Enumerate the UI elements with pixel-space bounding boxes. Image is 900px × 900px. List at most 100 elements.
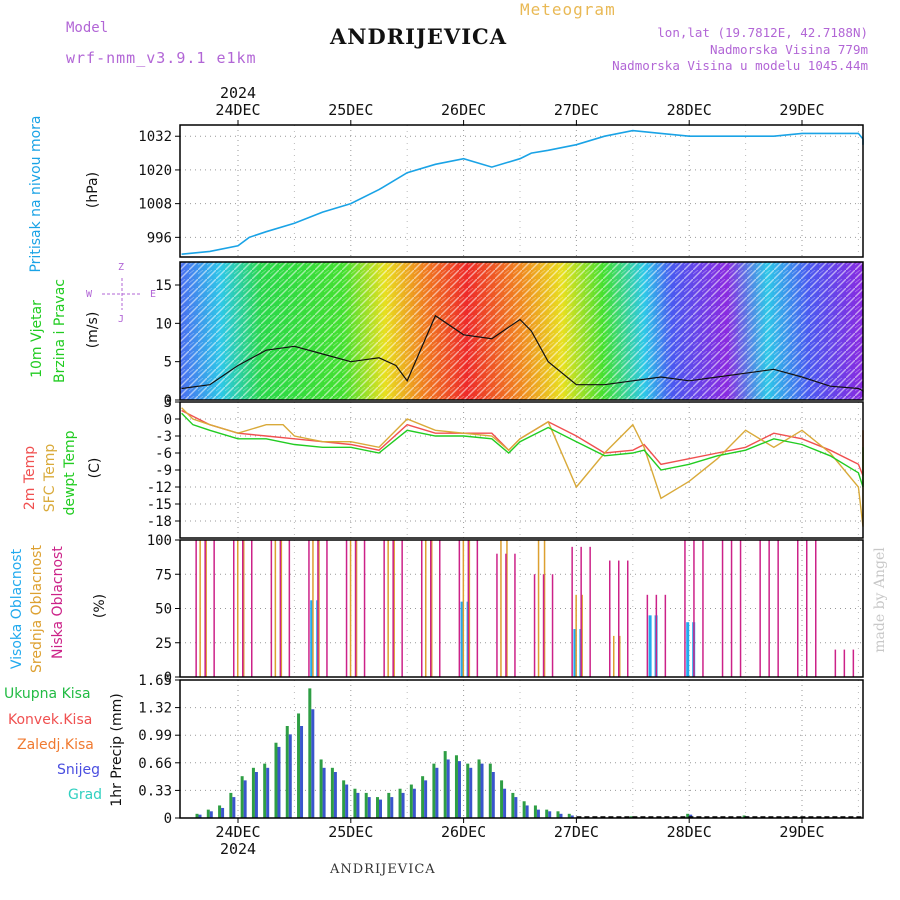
day-label-top: 26DEC: [441, 101, 486, 119]
cloud-mid-bar: [431, 540, 433, 677]
precip-total-bar: [319, 759, 323, 818]
cloud-mid-bar: [318, 540, 320, 677]
precip-total-bar: [229, 792, 233, 818]
cloud-low-bar: [646, 594, 649, 677]
meteogram-title: Meteogram: [520, 0, 616, 19]
precip-total-bar: [398, 788, 402, 818]
cloud-low-bar: [542, 574, 545, 677]
precip-total-bar: [206, 809, 210, 818]
cloud-low-bar: [730, 540, 733, 677]
precip-snow-bar: [401, 792, 405, 818]
precip-snow-bar: [435, 767, 439, 818]
cloud-low-bar: [589, 546, 591, 677]
cloud-low-bar: [693, 540, 695, 677]
precip-snow-bar: [390, 797, 394, 818]
precip-total-bar: [409, 784, 413, 818]
temp-sfc-line: [181, 407, 864, 527]
cloud-high-bar: [460, 601, 464, 677]
precip-total-bar: [511, 792, 515, 818]
cloud-low-bar: [739, 540, 742, 677]
y-tick-label: 15: [155, 278, 172, 294]
day-label-top: 24DEC: [215, 101, 260, 119]
precip-snow-bar: [277, 746, 281, 818]
cloud-mid-bar: [462, 540, 465, 677]
precip-snow-bar: [300, 726, 304, 818]
precip-snow-bar: [412, 788, 416, 818]
y-tick-label: -15: [147, 497, 172, 513]
cloud-low-bar: [430, 540, 432, 677]
cloud-low-bar: [721, 540, 724, 677]
precip-total-bar: [274, 742, 278, 818]
precip-snow-bar: [514, 797, 518, 818]
cloud-high-bar: [648, 615, 652, 677]
precip-snow-bar: [322, 767, 326, 818]
cloud-mid-bar: [506, 540, 508, 677]
precip-total-bar: [342, 780, 346, 818]
y-tick-label: 0.66: [138, 756, 172, 772]
cloud-low-bar: [852, 649, 855, 677]
precip-snow-bar: [356, 792, 360, 818]
cloud-low-bar: [345, 540, 348, 677]
precip-snow-bar: [469, 767, 473, 818]
y-tick-label: 0: [164, 670, 172, 686]
cloud-low-bar: [514, 553, 516, 677]
precip-total-bar: [330, 767, 334, 818]
day-label-bottom: 29DEC: [779, 823, 824, 841]
precip-total-bar: [195, 813, 199, 818]
cloud-mid-bar: [537, 540, 540, 677]
wind-speed-line: [181, 314, 864, 393]
cloud-low-bar: [815, 540, 817, 677]
model-elevation-text: Nadmorska Visina u modelu 1045.44m: [612, 58, 868, 73]
precip-snow-bar: [311, 709, 315, 818]
cloud-mid-bar: [243, 540, 245, 677]
compass-east: E: [150, 289, 157, 300]
precip-snow-bar: [559, 813, 563, 818]
y-tick-label: -12: [147, 480, 172, 496]
cloud-low-bar: [655, 594, 658, 677]
precip-total-bar: [364, 792, 368, 818]
precip-total-bar: [522, 801, 526, 818]
compass-west: W: [86, 289, 93, 300]
precip-snow-bar: [379, 799, 382, 818]
cloud-mid-bar: [205, 540, 207, 677]
temp-2m-line: [181, 409, 864, 476]
cloud-high-bar: [310, 600, 314, 677]
y-tick-label: 996: [147, 230, 172, 246]
precip-snow-bar: [266, 767, 270, 818]
cloud-low-bar: [806, 540, 808, 677]
y-tick-label: 75: [155, 567, 172, 583]
y-tick-label: 1.65: [138, 673, 172, 689]
day-label-bottom: 24DEC: [215, 823, 260, 841]
cloud-low-bar: [288, 540, 291, 677]
day-label-bottom: 26DEC: [441, 823, 486, 841]
day-label-bottom: 27DEC: [554, 823, 599, 841]
precip-total-bar: [240, 776, 244, 818]
lonlat-text: lon,lat (19.7812E, 42.7188N): [657, 25, 868, 40]
cloud-mid-bar: [199, 540, 201, 677]
cloud-low-bar: [279, 540, 282, 677]
cloud-mid-bar: [274, 540, 277, 677]
precip-total-bar: [376, 797, 379, 818]
cloud-low-bar: [354, 540, 357, 677]
precip-snow-bar: [333, 772, 337, 818]
precip-total-bar: [742, 815, 746, 818]
precip-snow-bar: [288, 734, 292, 818]
precip-total-bar: [545, 809, 549, 818]
cloud-mid-bar: [575, 594, 577, 677]
cloud-low-bar: [496, 553, 498, 677]
precip-total-bar: [251, 767, 255, 818]
cloud-low-bar: [684, 540, 686, 677]
cloud-low-bar: [702, 540, 704, 677]
cloud-mid-bar: [237, 540, 239, 677]
compass-south: J: [118, 314, 125, 325]
cloud-low-bar: [551, 574, 554, 677]
cloud-low-bar: [401, 540, 403, 677]
cloud-low-bar: [421, 540, 423, 677]
precip-snow-bar: [221, 807, 225, 818]
cloud-mid-bar: [581, 594, 583, 677]
precip-total-bar: [387, 792, 391, 818]
cloud-mid-bar: [355, 540, 358, 677]
cloud-low-bar: [270, 540, 273, 677]
cloud-low-bar: [383, 540, 385, 677]
precip-total-bar: [477, 759, 481, 818]
